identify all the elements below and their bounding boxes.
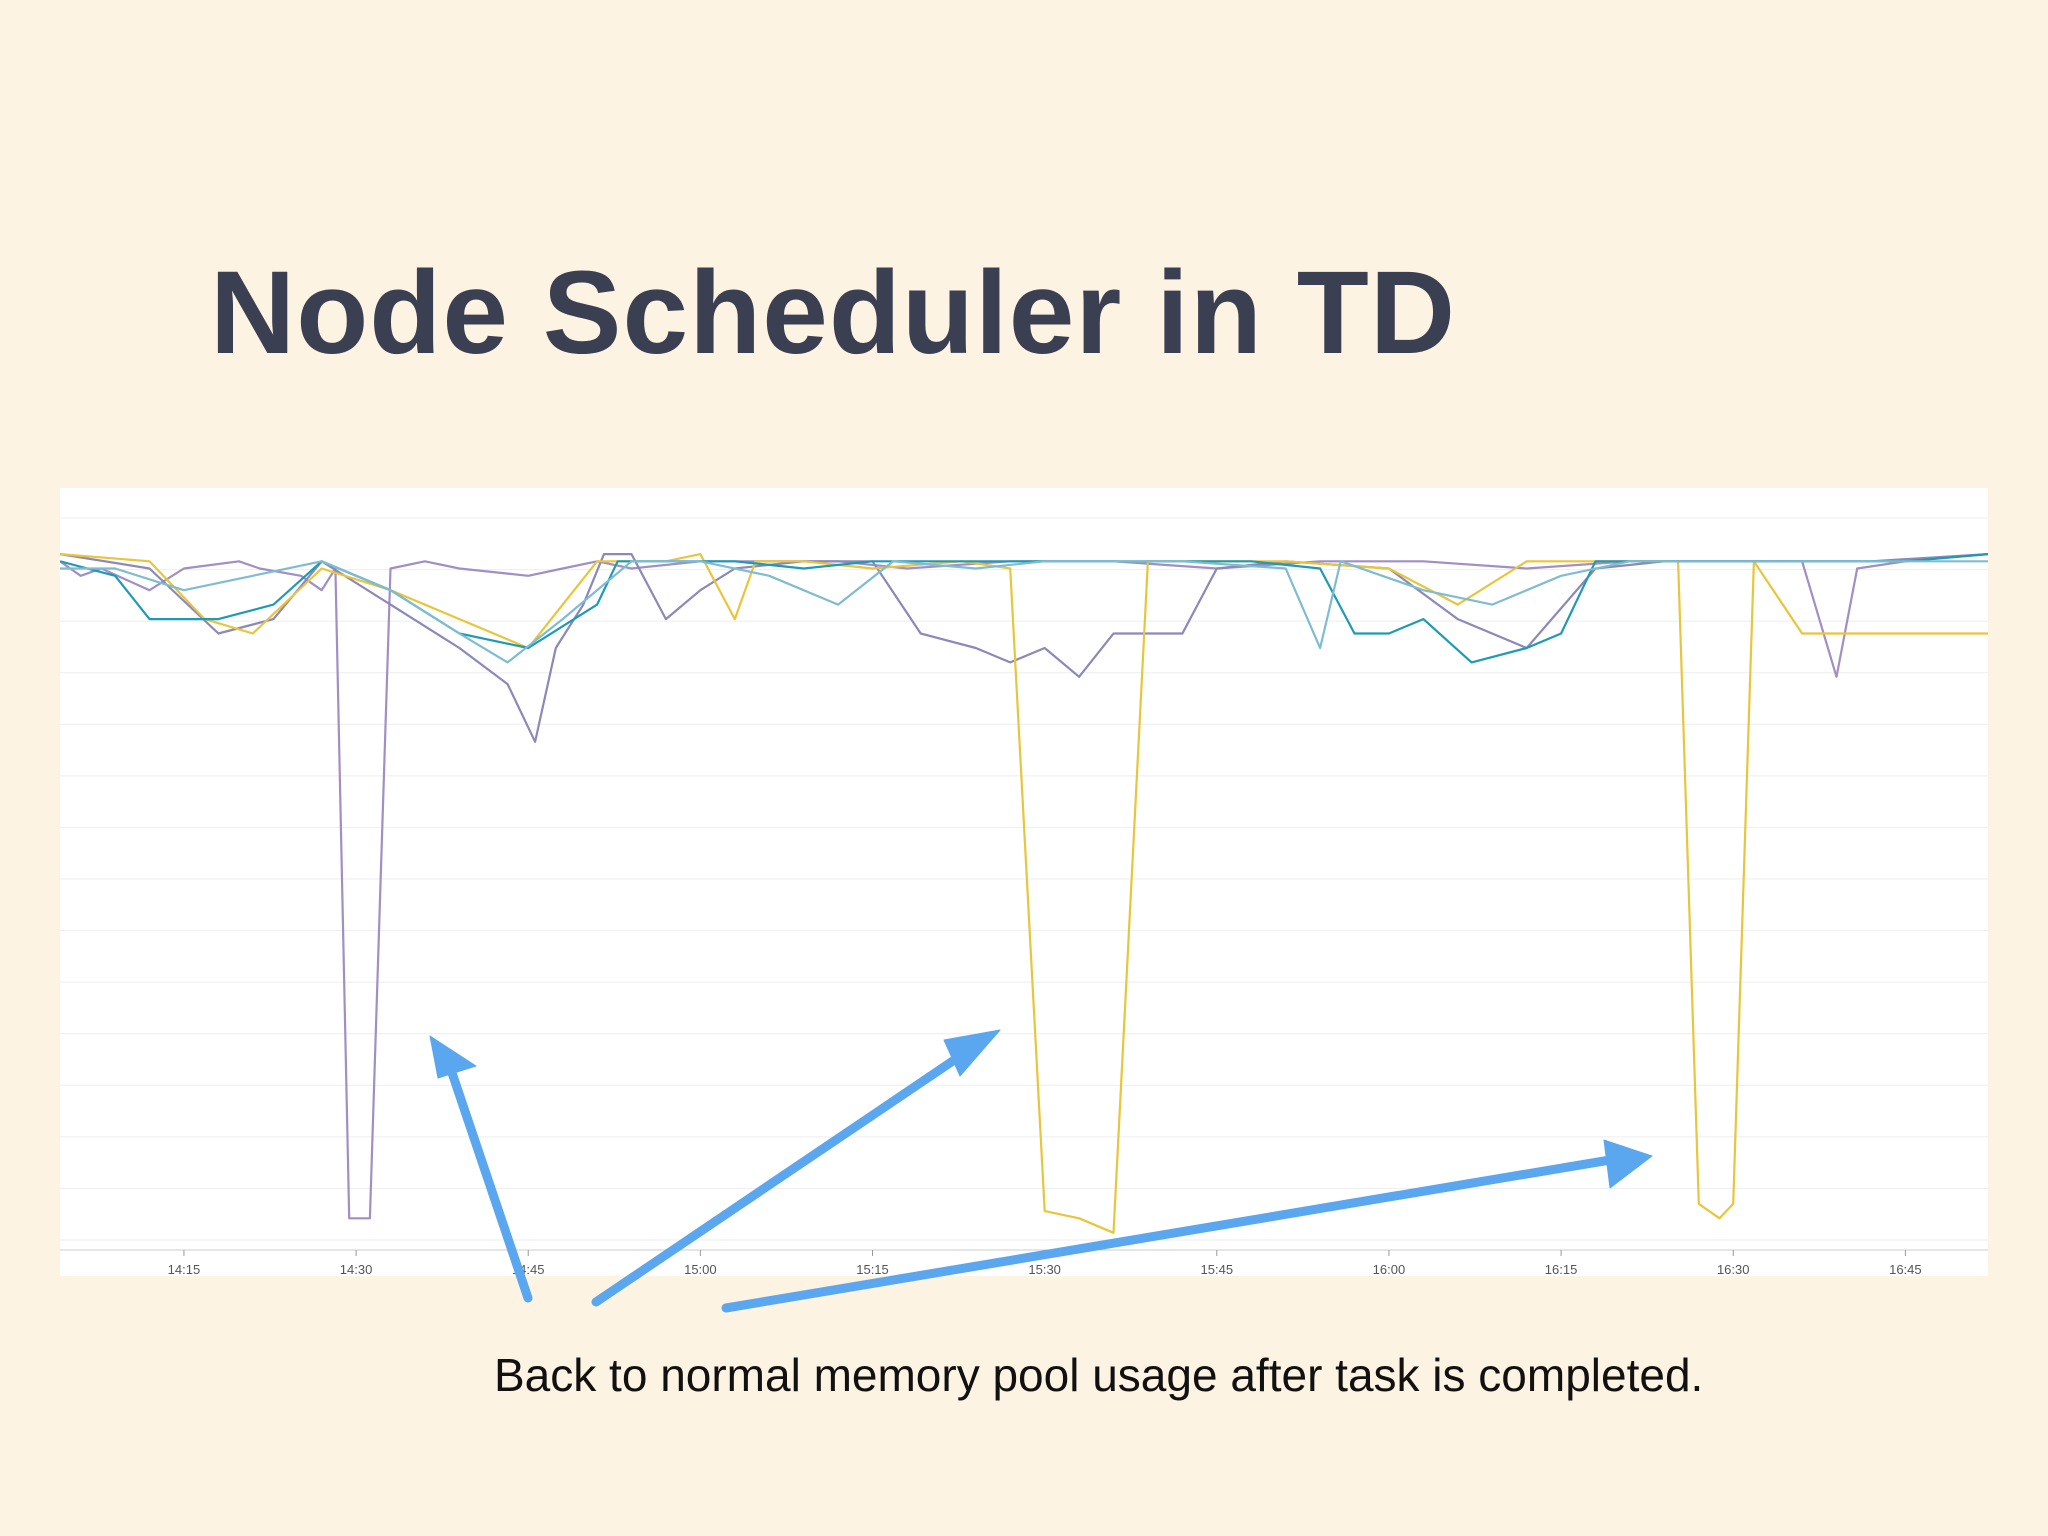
x-tick-label: 14:15: [168, 1262, 201, 1276]
x-tick-label: 16:30: [1717, 1262, 1750, 1276]
x-tick-label: 15:00: [684, 1262, 717, 1276]
slide-caption: Back to normal memory pool usage after t…: [494, 1349, 1704, 1401]
x-axis: 14:15 14:30 14:45 15:00 15:15 15:30 15:45 16:00…: [60, 1249, 1988, 1276]
x-tick-label: 15:15: [856, 1262, 889, 1276]
x-tick-label: 15:30: [1028, 1262, 1061, 1276]
x-tick-label: 15:45: [1201, 1262, 1234, 1276]
x-tick-label: 14:45: [512, 1262, 545, 1276]
x-tick-label: 16:45: [1889, 1262, 1922, 1276]
series-line-1: [60, 553, 1988, 1220]
series-line-2: [60, 552, 1988, 743]
series-line-4: [60, 553, 1988, 664]
x-tick-label: 16:00: [1373, 1262, 1406, 1276]
memory-pool-line-chart: 14:15 14:30 14:45 15:00 15:15 15:30 15:45 16:00…: [60, 488, 1988, 1276]
x-tick-label: 14:30: [340, 1262, 373, 1276]
chart-svg: 14:15 14:30 14:45 15:00 15:15 15:30 15:45 16:00…: [60, 517, 1988, 1276]
slide-title: Node Scheduler in TD: [210, 247, 1457, 379]
series-line-5: [60, 560, 1988, 664]
x-tick-label: 16:15: [1545, 1262, 1578, 1276]
series-layer: [60, 552, 1988, 1234]
grid-layer: [60, 517, 1988, 1241]
